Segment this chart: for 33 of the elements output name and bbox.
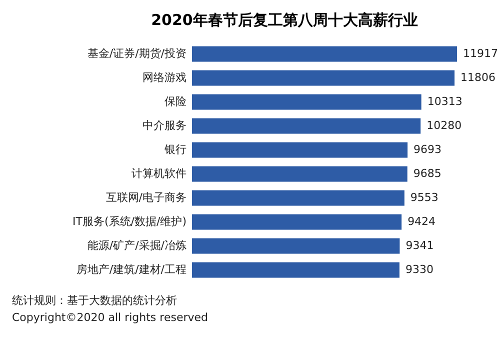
bar [192,46,457,62]
bar [192,262,400,278]
data-label: 11806 [460,71,496,84]
bar [192,214,402,230]
data-label: 9341 [406,239,434,252]
data-label: 9693 [414,143,442,156]
y-tick-label: 基金/证券/期货/投资 [87,47,186,60]
text: Copyright©2020 all rights reserved [12,310,208,326]
bar [192,166,408,182]
data-label: 9685 [413,167,442,180]
data-label: 9330 [405,263,434,276]
chart-title: 2020年春节后复工第八周十大高薪行业 [151,11,418,29]
data-label: 9553 [410,191,438,204]
text: 统计规则：基于大数据的统计分析 [12,293,178,309]
bar [192,238,400,254]
y-tick-label: 保险 [164,95,186,108]
bar [192,190,404,206]
bar [192,94,422,110]
bar [192,70,455,86]
y-tick-label: 银行 [164,143,186,156]
data-label: 10313 [427,95,462,108]
y-tick-label: 房地产/建筑/建材/工程 [76,263,186,276]
bar [192,118,421,134]
y-tick-label: 互联网/电子商务 [106,191,186,204]
y-tick-label: 中介服务 [142,119,186,132]
bar [192,142,408,158]
data-label: 9424 [408,215,436,228]
data-label: 10280 [426,119,462,132]
y-tick-label: 网络游戏 [142,71,186,84]
y-tick-label: IT服务(系统/数据/维护) [72,215,186,228]
y-tick-label: 能源/矿产/采掘/冶炼 [87,239,186,252]
data-label: 11917 [463,47,498,60]
y-tick-label: 计算机软件 [132,167,186,180]
